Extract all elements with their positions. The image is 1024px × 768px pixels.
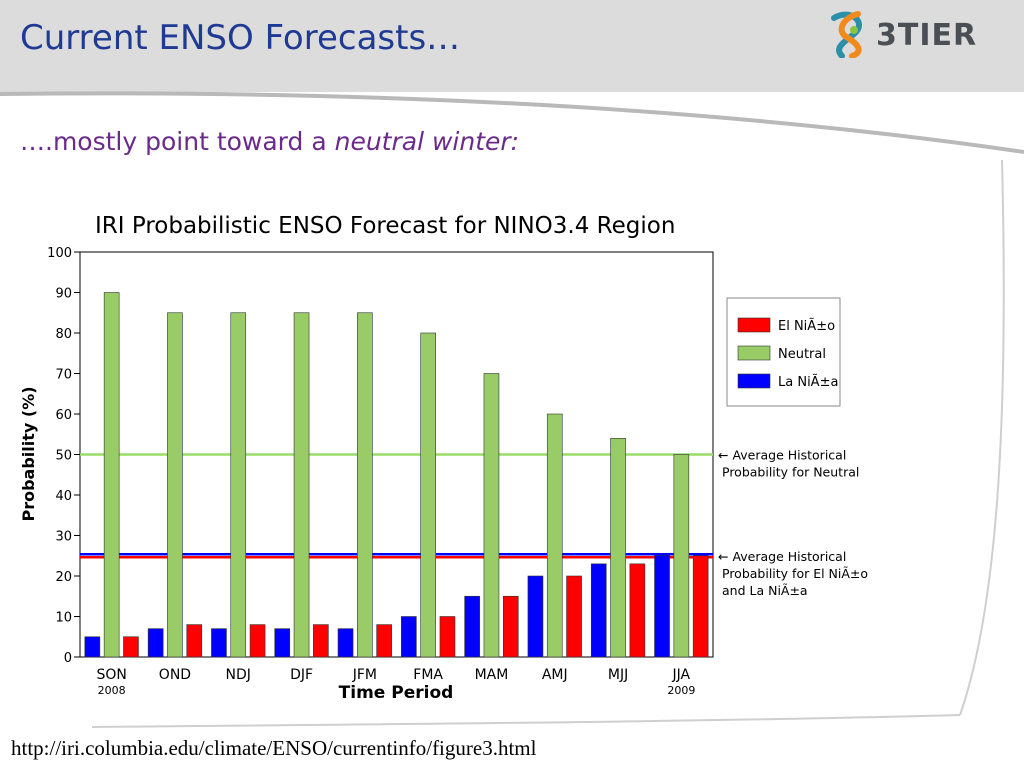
y-tick-label: 0: [64, 651, 72, 666]
x-tick-label: MJJ: [608, 667, 628, 683]
legend-label: Neutral: [778, 347, 826, 362]
company-logo: 3TIER: [824, 8, 1004, 64]
y-tick-label: 90: [55, 287, 72, 302]
reference-line-labels: ← Average Historical Probability for Neut…: [718, 448, 868, 598]
bar-jfm-el-nino: [376, 624, 392, 658]
legend-swatch: [737, 317, 771, 333]
bar-jja-la-nina: [654, 555, 670, 658]
bar-jfm-la-nina: [337, 628, 354, 658]
x-tick-label: DJF: [290, 667, 313, 683]
decor-bottom-curve: [91, 714, 961, 728]
bar-mjj-neutral: [610, 437, 626, 658]
bar-fma-el-nino: [439, 616, 456, 658]
y-tick-label: 100: [47, 246, 72, 261]
x-tick-label: JFM: [352, 667, 377, 683]
bar-mam-neutral: [483, 373, 500, 658]
bar-son-la-nina: [84, 636, 101, 658]
y-tick-label: 20: [55, 570, 72, 585]
y-axis: 0 10 20 30 40 50 60 70 80 90 100: [47, 246, 80, 666]
x-tick-label: OND: [159, 667, 191, 683]
x-tick-label: JJA: [672, 667, 691, 683]
bar-ond-el-nino: [186, 624, 203, 658]
logo-text: 3TIER: [876, 18, 978, 53]
bar-ond-la-nina: [147, 628, 164, 658]
y-tick-label: 60: [55, 408, 72, 423]
el-nino-la-nina-average-label: ← Average Historical: [718, 549, 846, 564]
chart-title: IRI Probabilistic ENSO Forecast for NINO…: [95, 213, 675, 239]
bar-fma-la-nina: [401, 616, 417, 658]
x-tick-label: NDJ: [226, 667, 251, 683]
bar-amj-la-nina: [527, 575, 544, 658]
bar-mam-el-nino: [502, 595, 519, 658]
slide-subtitle: ….mostly point toward a neutral winter:: [20, 127, 519, 156]
y-tick-label: 30: [55, 530, 72, 545]
reference-lines: [80, 453, 713, 559]
logo-icon: [831, 11, 862, 59]
decor-top-curve: [0, 91, 1024, 154]
bar-amj-neutral: [546, 413, 563, 658]
el-nino-la-nina-average-label: Probability for El NiÃ±o: [722, 566, 868, 581]
bar-jja-el-nino: [692, 555, 709, 658]
neutral-average-label: ← Average Historical: [718, 448, 846, 463]
decor-right-curve: [959, 159, 1005, 716]
bar-ndj-la-nina: [211, 628, 227, 658]
x-tick-label: MAM: [475, 667, 509, 683]
x-tick-label: AMJ: [542, 667, 568, 683]
x-axis-title: Time Period: [339, 683, 454, 703]
x-tick-label: SON: [96, 667, 126, 683]
bar-mam-la-nina: [464, 595, 480, 658]
y-tick-label: 50: [55, 449, 72, 464]
bar-mjj-la-nina: [590, 563, 607, 658]
bar-ndj-el-nino: [249, 624, 266, 658]
bar-djf-neutral: [293, 312, 310, 658]
bar-son-neutral: [103, 292, 120, 658]
source-url: http://iri.columbia.edu/climate/ENSO/cur…: [11, 736, 537, 760]
legend-swatch: [737, 373, 771, 389]
bar-son-el-nino: [123, 636, 139, 658]
bar-jja-neutral: [673, 454, 690, 658]
el-nino-la-nina-average-label: and La NiÃ±a: [722, 583, 808, 598]
subtitle-emphasis: neutral winter:: [334, 127, 520, 156]
y-tick-label: 40: [55, 489, 72, 504]
bar-djf-la-nina: [274, 628, 291, 658]
bar-ndj-neutral: [230, 312, 247, 658]
bar-amj-el-nino: [566, 575, 582, 658]
slide-title: Current ENSO Forecasts…: [20, 18, 461, 58]
y-axis-title: Probability (%): [19, 386, 38, 521]
bar-djf-el-nino: [313, 624, 329, 658]
x-tick-sublabel: 2008: [98, 684, 126, 697]
y-tick-label: 10: [55, 611, 72, 626]
y-tick-label: 70: [55, 368, 72, 383]
x-tick-sublabel: 2009: [667, 684, 695, 697]
subtitle-prefix: ….mostly point toward a: [20, 127, 335, 156]
neutral-average-label: Probability for Neutral: [722, 465, 859, 480]
legend-swatch: [737, 345, 771, 361]
y-tick-label: 80: [55, 327, 72, 342]
bars: [84, 292, 709, 658]
legend-label: El NiÃ±o: [778, 318, 835, 334]
x-tick-label: FMA: [413, 667, 443, 683]
bar-jfm-neutral: [357, 312, 373, 658]
bar-ond-neutral: [167, 312, 183, 658]
legend: El NiÃ±o Neutral La NiÃ±a: [726, 297, 841, 407]
legend-label: La NiÃ±a: [778, 374, 838, 390]
bar-fma-neutral: [420, 332, 436, 658]
bar-mjj-el-nino: [629, 563, 646, 658]
